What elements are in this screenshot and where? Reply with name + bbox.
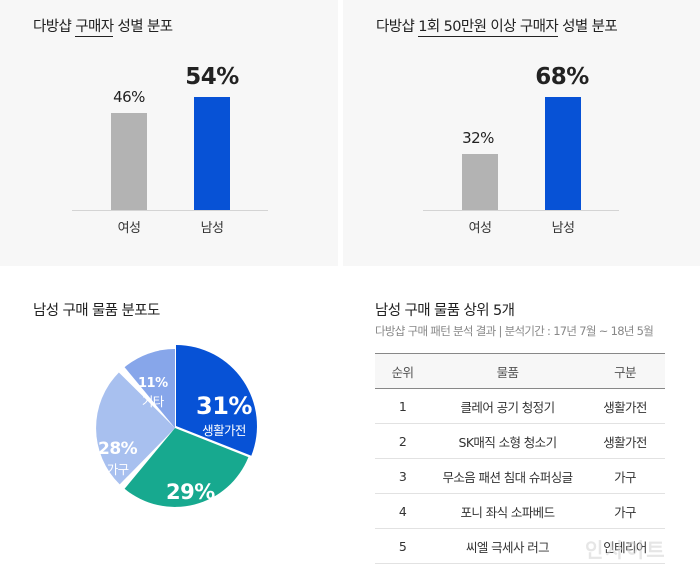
ranking-subnote: 다방샵 구매 패턴 분석 결과 | 분석기간 : 17년 7월 ~ 18년 5월 [375, 324, 654, 338]
pie-label-appliances: 31% 생활가전 [196, 392, 252, 438]
pie-chart [96, 345, 257, 507]
pie-slice-interior [124, 428, 249, 507]
x-label-male: 남성 [551, 221, 575, 236]
pie-chart-title: 남성 구매 물품 분포도 [33, 303, 160, 319]
header-item: 물품 [430, 353, 585, 389]
bar-value-female: 32% [462, 129, 494, 147]
bar-male [194, 97, 230, 210]
watermark: 인사이트 [585, 538, 667, 562]
table-row: 4 포니 좌식 소파베드 가구 [375, 493, 665, 529]
bar-value-female: 46% [113, 88, 145, 106]
ranking-title: 남성 구매 물품 상위 5개 [375, 303, 515, 319]
ranking-table: 순위 물품 구분 1 클레어 공기 청정기 생활가전 2 SK매직 소형 청소기… [375, 353, 665, 564]
bar-male [545, 97, 581, 210]
title-emphasis: 1회 50만원 이상 구매자 [418, 19, 559, 37]
x-axis-line [72, 210, 268, 211]
chart-title: 다방샵 구매자 성별 분포 [33, 19, 173, 37]
x-label-female: 여성 [117, 221, 141, 236]
header-category: 구분 [585, 353, 665, 389]
table-row: 3 무소음 패션 침대 슈퍼싱글 가구 [375, 458, 665, 494]
title-emphasis: 구매자 [75, 19, 114, 37]
chart-title: 다방샵 1회 50만원 이상 구매자 성별 분포 [376, 19, 618, 37]
bar-female [462, 154, 498, 210]
pie-slice-other [124, 349, 175, 428]
pie-slice-appliances [176, 345, 257, 456]
table-row: 5 씨엘 극세사 러그 인테리어 [375, 528, 665, 564]
pie-label-other: 11% 기타 [138, 376, 168, 409]
gender-chart-all-buyers: 다방샵 구매자 성별 분포 46% 54% 여성 남성 [0, 0, 338, 266]
pie-label-interior: 29% 인테리어 용품 [156, 480, 225, 522]
bar-value-male: 54% [185, 64, 239, 90]
table-header-row: 순위 물품 구분 [375, 353, 665, 389]
bar-female [111, 113, 147, 210]
gender-chart-high-value-buyers: 다방샵 1회 50만원 이상 구매자 성별 분포 32% 68% 여성 남성 [343, 0, 700, 266]
table-row: 2 SK매직 소형 청소기 생활가전 [375, 423, 665, 459]
header-rank: 순위 [375, 353, 430, 389]
pie-label-furniture: 28% 가구 [98, 439, 138, 477]
table-row: 1 클레어 공기 청정기 생활가전 [375, 388, 665, 424]
pie-slice-furniture [96, 372, 175, 485]
x-label-female: 여성 [468, 221, 492, 236]
x-label-male: 남성 [200, 221, 224, 236]
x-axis-line [423, 210, 619, 211]
bar-value-male: 68% [535, 64, 589, 90]
